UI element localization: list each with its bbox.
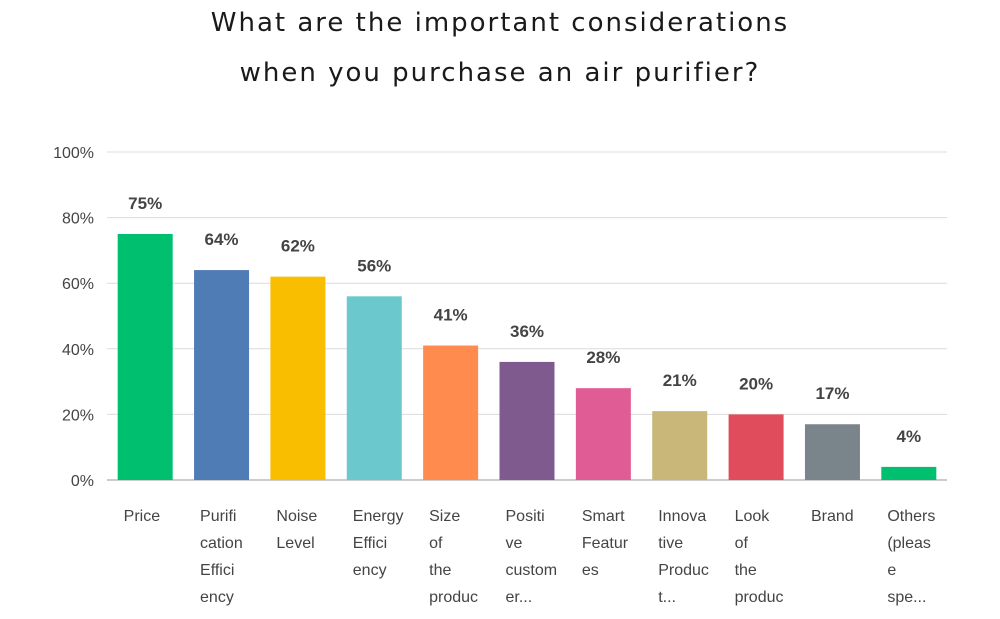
y-tick-label: 100% [53, 145, 94, 162]
x-category-label: Smart Featur es [582, 508, 629, 579]
bar [804, 424, 860, 480]
bar [881, 466, 937, 480]
y-tick-label: 80% [62, 211, 94, 228]
data-label: 28% [586, 348, 620, 367]
y-tick-label: 0% [71, 473, 94, 490]
x-category-label: Positi ve custom er... [506, 508, 558, 606]
bar [423, 345, 479, 480]
bar [728, 414, 784, 480]
x-category-label: Look of the produc [735, 508, 784, 606]
x-category-label: Purifi cation Effici ency [200, 508, 243, 606]
data-label: 64% [205, 230, 239, 249]
data-label: 62% [281, 237, 315, 256]
bar [346, 296, 402, 480]
y-tick-label: 20% [62, 407, 94, 424]
chart-title-line-2: when you purchase an air purifier? [239, 58, 761, 88]
bar [194, 270, 250, 480]
data-label: 75% [128, 194, 162, 213]
data-label: 41% [434, 306, 468, 325]
x-category-label: Price [124, 508, 161, 525]
data-label: 20% [739, 374, 773, 393]
y-tick-label: 60% [62, 276, 94, 293]
x-category-label: Innova tive Produc t... [658, 508, 709, 606]
data-label: 36% [510, 322, 544, 341]
x-category-label: Size of the produc [429, 508, 478, 606]
bar [575, 388, 631, 480]
x-category-label: Energy Effici ency [353, 508, 404, 579]
bar [270, 276, 326, 480]
chart-title-line-1: What are the important considerations [210, 8, 790, 38]
x-category-label: Brand [811, 508, 854, 525]
bar [499, 361, 555, 480]
x-category-label: Noise Level [276, 508, 317, 552]
data-label: 21% [663, 371, 697, 390]
bar [117, 234, 173, 480]
data-label: 4% [897, 427, 922, 446]
bar [652, 411, 708, 480]
data-label: 56% [357, 256, 391, 275]
x-category-label: Others (pleas e spe... [887, 508, 935, 606]
y-tick-label: 40% [62, 342, 94, 359]
data-label: 17% [815, 384, 849, 403]
